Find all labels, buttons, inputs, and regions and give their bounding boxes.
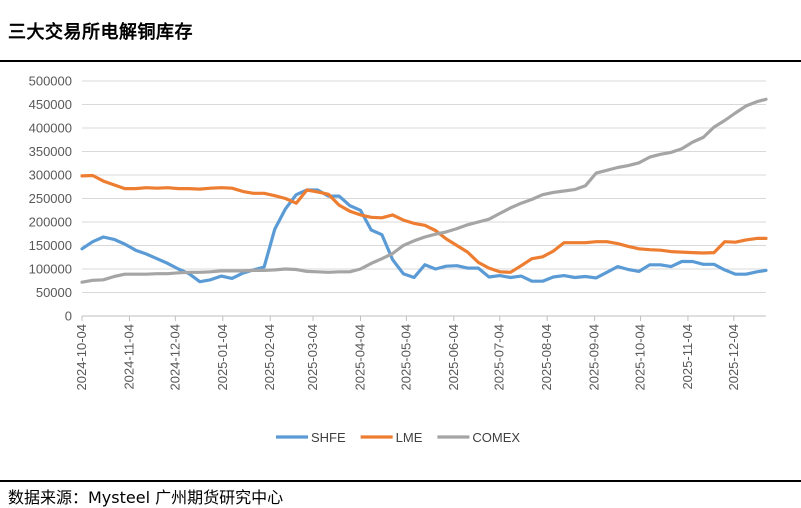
y-tick-label: 250000 [29, 191, 72, 206]
x-tick-label: 2024-11-04 [121, 324, 136, 390]
legend-label-shfe: SHFE [311, 430, 346, 445]
series-line-lme [80, 173, 768, 274]
x-axis: 2024-10-04 2024-11-04 2024-12-04 2025-01-04… [74, 315, 766, 391]
y-tick-label: 400000 [29, 121, 72, 136]
y-tick-label: 300000 [29, 168, 72, 183]
y-axis: 0 50000 100000 150000 200000 250000 300000 3500… [29, 74, 72, 324]
y-tick-label: 200000 [29, 215, 72, 230]
bottom-divider [0, 480, 801, 482]
x-tick-label: 2025-06-04 [446, 324, 461, 391]
x-tick-label: 2024-10-04 [74, 324, 89, 391]
x-tick-label: 2025-05-04 [398, 324, 413, 391]
x-tick-label: 2025-10-04 [633, 324, 648, 391]
x-tick-label: 2025-08-04 [539, 324, 554, 391]
top-divider [0, 60, 801, 62]
y-tick-label: 350000 [29, 144, 72, 159]
data-source-note: 数据来源：Mysteel 广州期货研究中心 [8, 488, 284, 507]
series-line-shfe [80, 188, 768, 284]
y-tick-label: 500000 [29, 74, 72, 89]
x-tick-label: 2025-09-04 [587, 324, 602, 391]
series-line-comex [80, 97, 768, 284]
y-tick-label: 100000 [29, 262, 72, 277]
y-tick-label: 0 [65, 309, 72, 324]
x-tick-label: 2025-01-04 [215, 324, 230, 391]
y-tick-label: 150000 [29, 238, 72, 253]
x-tick-label: 2025-04-04 [352, 324, 367, 391]
x-tick-label: 2025-07-04 [492, 324, 507, 391]
x-tick-label: 2025-11-04 [680, 324, 695, 390]
y-tick-label: 450000 [29, 97, 72, 112]
legend-label-lme: LME [396, 430, 423, 445]
grid-lines [82, 80, 766, 317]
legend-label-comex: COMEX [472, 430, 520, 445]
y-tick-label: 50000 [36, 285, 72, 300]
x-tick-label: 2024-12-04 [167, 324, 182, 391]
page-title: 三大交易所电解铜库存 [8, 22, 193, 43]
x-tick-label: 2025-03-04 [305, 324, 320, 391]
legend: SHFE LME COMEX [276, 430, 520, 445]
series-lines [80, 97, 768, 284]
x-tick-label: 2025-12-04 [726, 324, 741, 391]
x-tick-label: 2025-02-04 [262, 324, 277, 391]
